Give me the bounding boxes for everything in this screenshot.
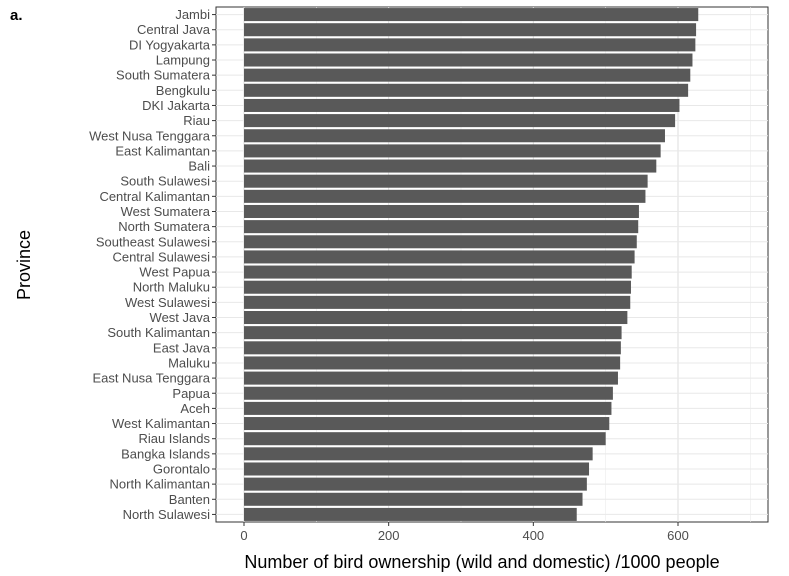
y-tick-label: Papua — [172, 386, 210, 401]
bar — [244, 401, 612, 415]
bar — [244, 235, 637, 249]
y-tick-label: West Sumatera — [121, 204, 211, 219]
x-tick-label: 400 — [522, 528, 544, 543]
y-tick-label: North Sumatera — [118, 219, 211, 234]
bar — [244, 371, 618, 385]
bar — [244, 159, 657, 173]
y-tick-label: DI Yogyakarta — [129, 37, 211, 52]
bar — [244, 462, 590, 476]
bar — [244, 507, 577, 521]
y-tick-label: Bali — [188, 159, 210, 174]
bar — [244, 295, 631, 309]
bar — [244, 220, 639, 234]
bar — [244, 447, 593, 461]
y-tick-label: West Papua — [139, 265, 210, 280]
bar — [244, 432, 606, 446]
y-axis-title: Province — [14, 230, 34, 300]
bar — [244, 356, 621, 370]
y-tick-label: Lampung — [156, 53, 210, 68]
y-tick-label: Riau — [183, 113, 210, 128]
bar — [244, 68, 691, 82]
bar — [244, 8, 699, 22]
y-tick-label: Gorontalo — [153, 461, 210, 476]
y-tick-label: Central Kalimantan — [99, 189, 210, 204]
bar — [244, 311, 628, 325]
bar — [244, 53, 693, 67]
bar — [244, 204, 639, 218]
bar — [244, 38, 696, 52]
y-tick-label: North Sulawesi — [123, 507, 211, 522]
y-tick-label: North Maluku — [133, 280, 210, 295]
y-tick-label: East Kalimantan — [115, 143, 210, 158]
y-tick-label: Bengkulu — [156, 83, 210, 98]
y-tick-label: Maluku — [168, 355, 210, 370]
y-tick-label: West Java — [150, 310, 211, 325]
bar — [244, 174, 648, 188]
y-tick-label: Aceh — [180, 401, 210, 416]
y-tick-label: Jambi — [175, 7, 210, 22]
x-axis-title: Number of bird ownership (wild and domes… — [244, 552, 719, 572]
bar — [244, 144, 661, 158]
y-tick-label: West Kalimantan — [112, 416, 210, 431]
y-tick-label: South Kalimantan — [107, 325, 210, 340]
x-tick-label: 0 — [240, 528, 247, 543]
y-tick-label: Riau Islands — [138, 431, 210, 446]
bar — [244, 114, 676, 128]
bar — [244, 386, 613, 400]
bar — [244, 98, 680, 112]
bar — [244, 250, 635, 264]
y-tick-label: East Java — [153, 340, 211, 355]
bar — [244, 280, 631, 294]
bar — [244, 492, 583, 506]
bar — [244, 189, 646, 203]
y-tick-label: Central Java — [137, 22, 211, 37]
y-tick-label: Southeast Sulawesi — [96, 234, 210, 249]
y-tick-label: Bangka Islands — [121, 446, 210, 461]
bars — [244, 8, 699, 521]
x-tick-label: 600 — [667, 528, 689, 543]
y-tick-label: West Sulawesi — [125, 295, 210, 310]
y-tick-label: North Kalimantan — [110, 477, 210, 492]
bar — [244, 265, 632, 279]
y-tick-label: West Nusa Tenggara — [89, 128, 211, 143]
y-tick-label: Banten — [169, 492, 210, 507]
x-tick-labels: 0 200 400 600 — [240, 522, 689, 543]
y-tick-label: DKI Jakarta — [142, 98, 211, 113]
y-tick-label: South Sumatera — [116, 68, 211, 83]
bar — [244, 341, 621, 355]
bar — [244, 417, 610, 431]
bar — [244, 326, 622, 340]
y-tick-label: East Nusa Tenggara — [92, 371, 210, 386]
y-tick-label: Central Sulawesi — [112, 249, 210, 264]
bar — [244, 129, 665, 143]
bar — [244, 23, 697, 37]
y-tick-label: South Sulawesi — [120, 174, 210, 189]
bar — [244, 83, 689, 97]
x-tick-label: 200 — [378, 528, 400, 543]
panel-label: a. — [10, 7, 23, 24]
bar — [244, 477, 587, 491]
